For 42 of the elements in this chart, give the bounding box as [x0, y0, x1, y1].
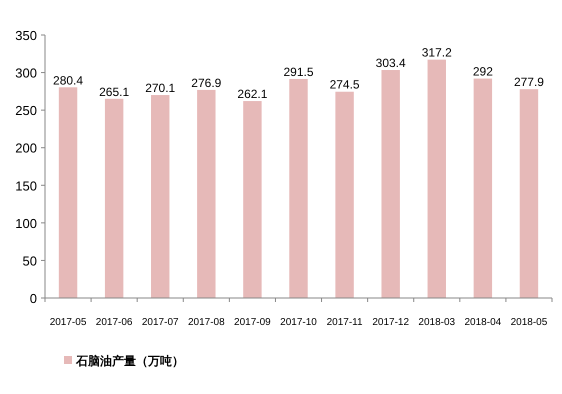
data-label: 317.2 [422, 46, 452, 60]
y-tick-label: 250 [15, 103, 37, 118]
data-label: 277.9 [514, 75, 544, 90]
bar [197, 90, 216, 298]
x-tick-label: 2018-04 [464, 317, 502, 328]
x-tick-label: 2017-09 [234, 317, 272, 328]
data-label: 265.1 [99, 84, 130, 99]
data-label: 276.9 [191, 76, 222, 90]
x-tick-label: 2017-06 [96, 317, 133, 328]
x-tick-label: 2017-08 [188, 317, 226, 328]
x-tick-label: 2017-05 [50, 317, 87, 328]
data-label: 262.1 [237, 87, 268, 102]
data-label: 292 [472, 64, 494, 79]
bar [381, 70, 400, 298]
x-tick-label: 2017-12 [372, 317, 410, 328]
bar [104, 98, 124, 298]
bar [151, 95, 170, 298]
y-tick-label: 150 [15, 178, 37, 194]
data-label: 303.4 [376, 56, 406, 70]
data-label: 270.1 [145, 81, 176, 96]
bar [474, 78, 492, 298]
x-tick-label: 2017-11 [326, 317, 363, 328]
data-label: 291.5 [283, 64, 314, 79]
x-tick-label: 2017-10 [280, 317, 318, 328]
x-tick-label: 2017-07 [142, 317, 180, 328]
bar [243, 101, 262, 298]
x-tick-label: 2018-05 [510, 317, 548, 328]
legend-label: 石脑油产量（万吨） [75, 354, 184, 368]
y-tick-label: 300 [15, 66, 37, 81]
y-tick-label: 0 [30, 291, 37, 306]
bar [289, 78, 308, 298]
y-tick-label: 100 [15, 216, 37, 231]
bar [335, 92, 354, 298]
data-label: 274.5 [330, 78, 360, 92]
y-tick-label: 350 [15, 28, 37, 43]
bar [428, 60, 446, 298]
x-tick-label: 2018-03 [418, 317, 456, 328]
bar [520, 89, 538, 298]
data-label: 280.4 [53, 73, 84, 88]
y-tick-label: 200 [15, 140, 37, 156]
bar [58, 87, 78, 298]
y-tick-label: 50 [22, 253, 37, 268]
